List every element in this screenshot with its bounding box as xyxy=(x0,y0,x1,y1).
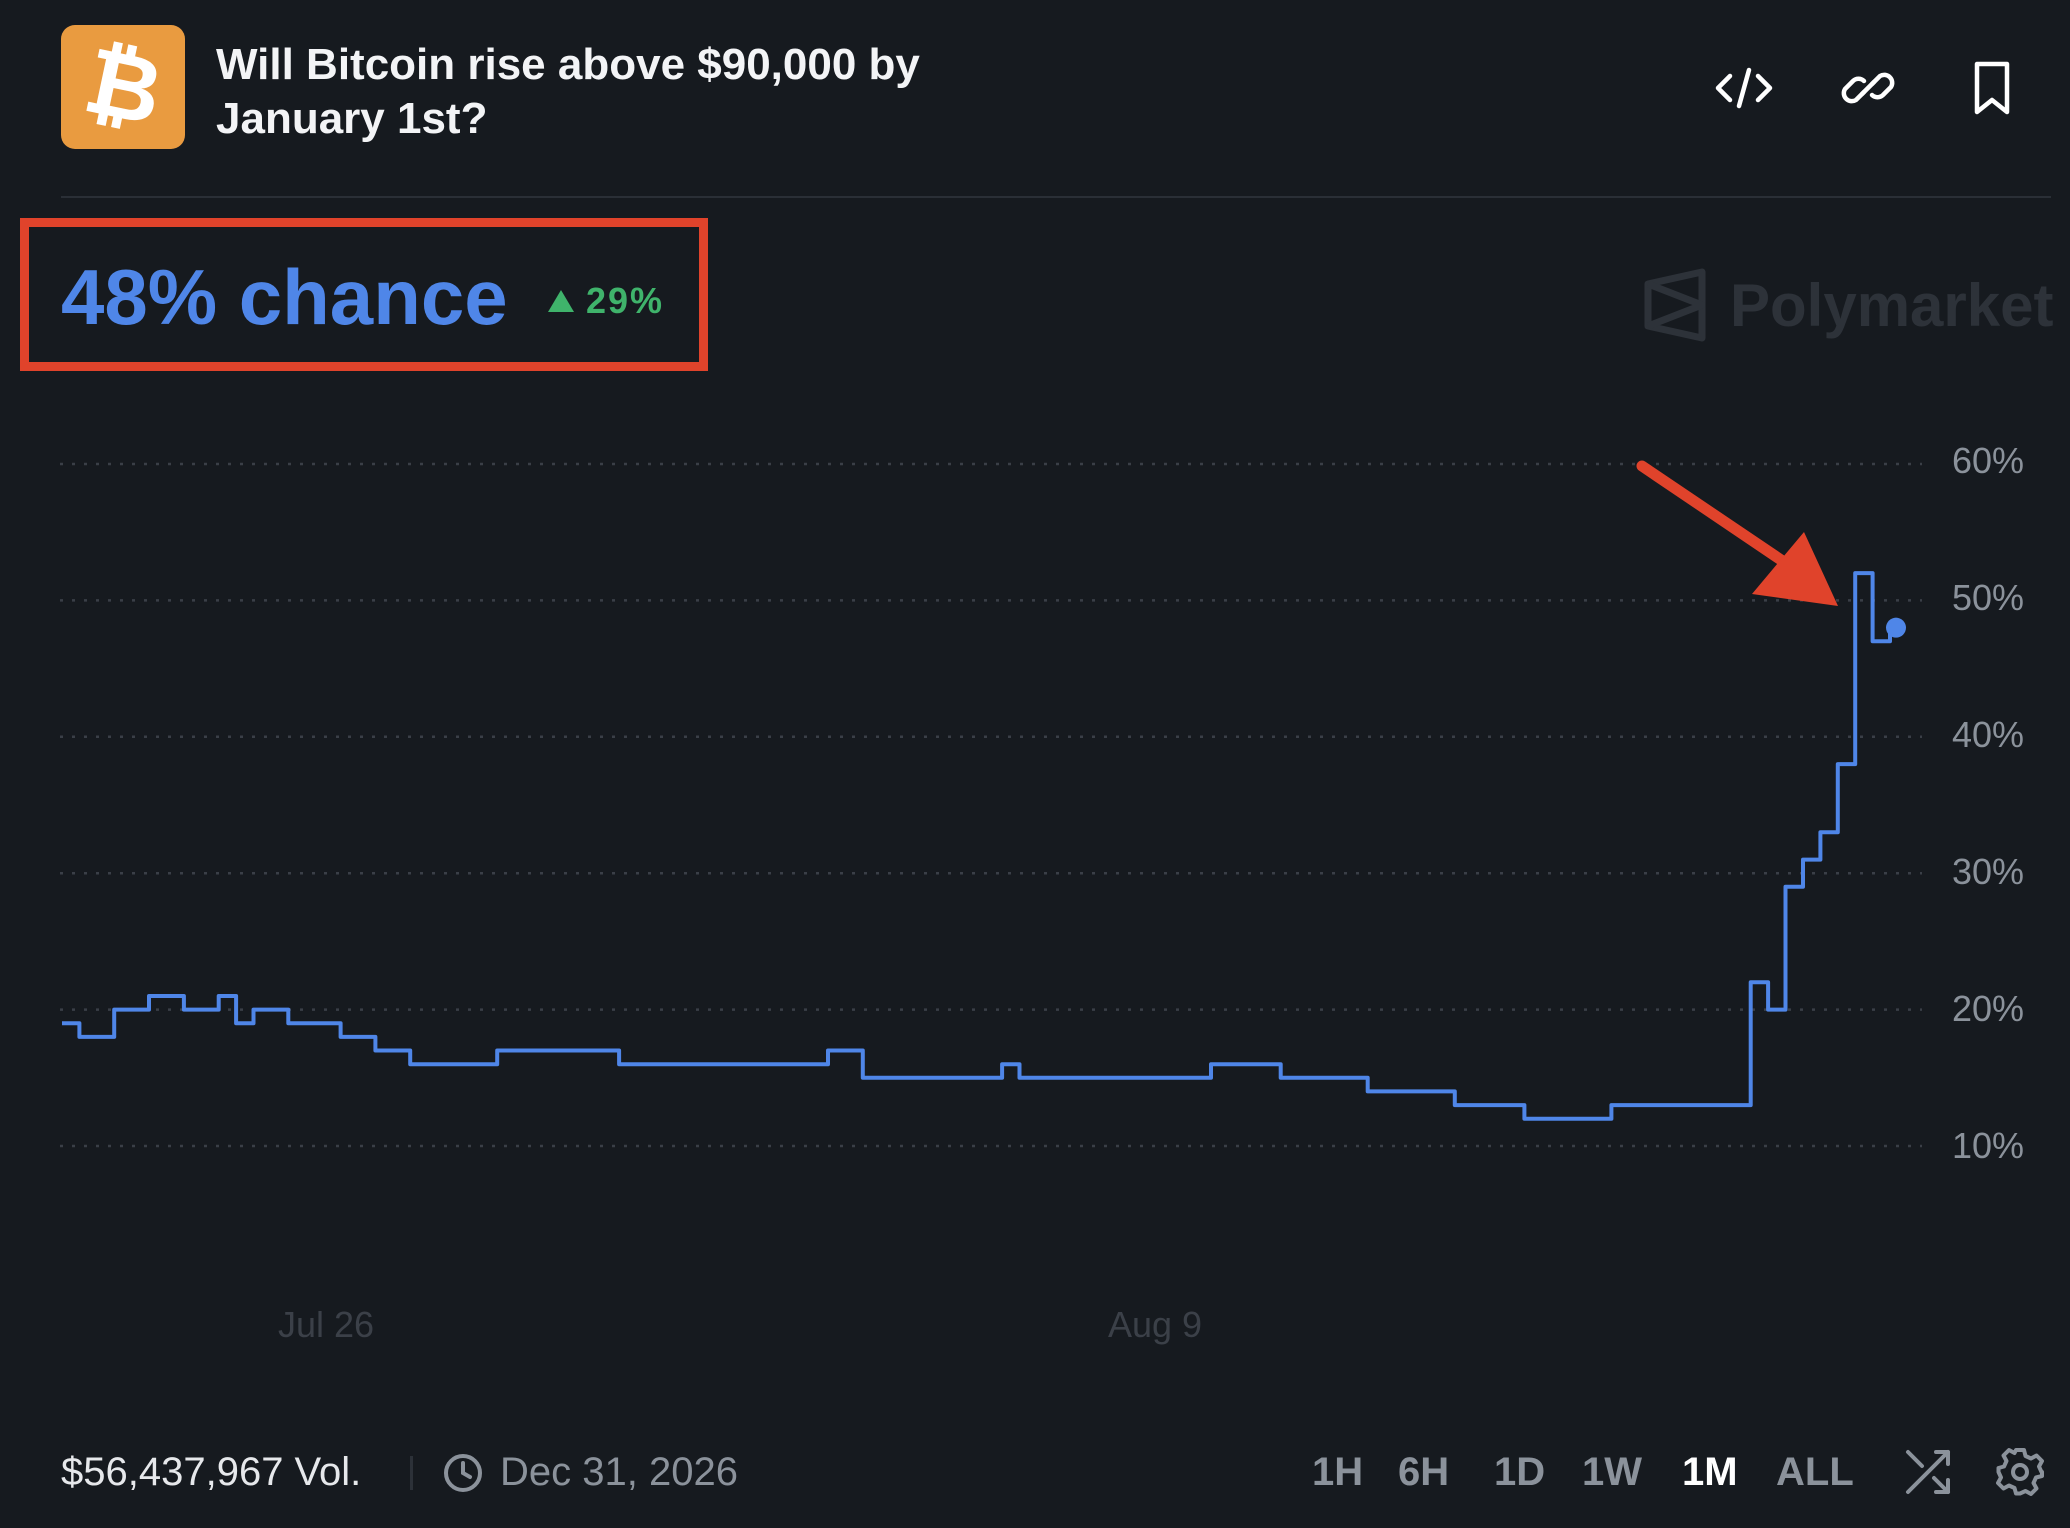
range-all-button[interactable]: ALL xyxy=(1776,1450,1854,1494)
range-1w-button[interactable]: 1W xyxy=(1582,1450,1642,1494)
settings-gear-icon[interactable] xyxy=(1994,1446,2046,1498)
shuffle-icon[interactable] xyxy=(1902,1446,1954,1498)
polymarket-logo-icon xyxy=(1644,268,1706,342)
y-tick-label: 10% xyxy=(1952,1125,2025,1166)
x-tick-label: Jul 26 xyxy=(278,1304,375,1345)
embed-code-icon[interactable] xyxy=(1714,58,1774,118)
brand-name: Polymarket xyxy=(1730,271,2054,339)
volume-text: $56,437,967 Vol. xyxy=(61,1450,362,1494)
range-1h-button[interactable]: 1H xyxy=(1312,1450,1364,1494)
range-1m-button[interactable]: 1M xyxy=(1682,1450,1738,1494)
annotation-arrow xyxy=(1636,460,1838,606)
market-title: Will Bitcoin rise above $90,000 by Janua… xyxy=(216,40,920,143)
chance-delta: 29% xyxy=(546,280,664,322)
x-tick-label: Aug 9 xyxy=(1108,1304,1203,1345)
range-6h-button[interactable]: 6H xyxy=(1398,1450,1450,1494)
y-tick-label: 40% xyxy=(1952,714,2025,755)
bitcoin-logo-icon: ₿ xyxy=(61,25,185,149)
annotation-highlight-box xyxy=(20,218,708,371)
clock-icon xyxy=(444,1454,482,1492)
triangle-up-icon xyxy=(548,290,574,312)
y-tick-label: 50% xyxy=(1952,577,2025,618)
end-date-text: Dec 31, 2026 xyxy=(500,1450,738,1494)
chance-value: 48% chance xyxy=(61,253,508,341)
link-icon[interactable] xyxy=(1838,58,1898,118)
bookmark-icon[interactable] xyxy=(1962,58,2022,118)
probability-series-line xyxy=(62,571,1892,1121)
polymarket-watermark: Polymarket xyxy=(1642,268,2054,342)
header-divider xyxy=(61,196,2051,198)
current-value-point xyxy=(1886,617,1906,638)
y-tick-label: 20% xyxy=(1952,988,2025,1029)
chance-delta-value: 29% xyxy=(586,280,665,321)
y-tick-label: 60% xyxy=(1952,440,2025,481)
y-tick-label: 30% xyxy=(1952,851,2025,892)
footer-separator xyxy=(410,1456,413,1490)
range-1d-button[interactable]: 1D xyxy=(1494,1450,1546,1494)
